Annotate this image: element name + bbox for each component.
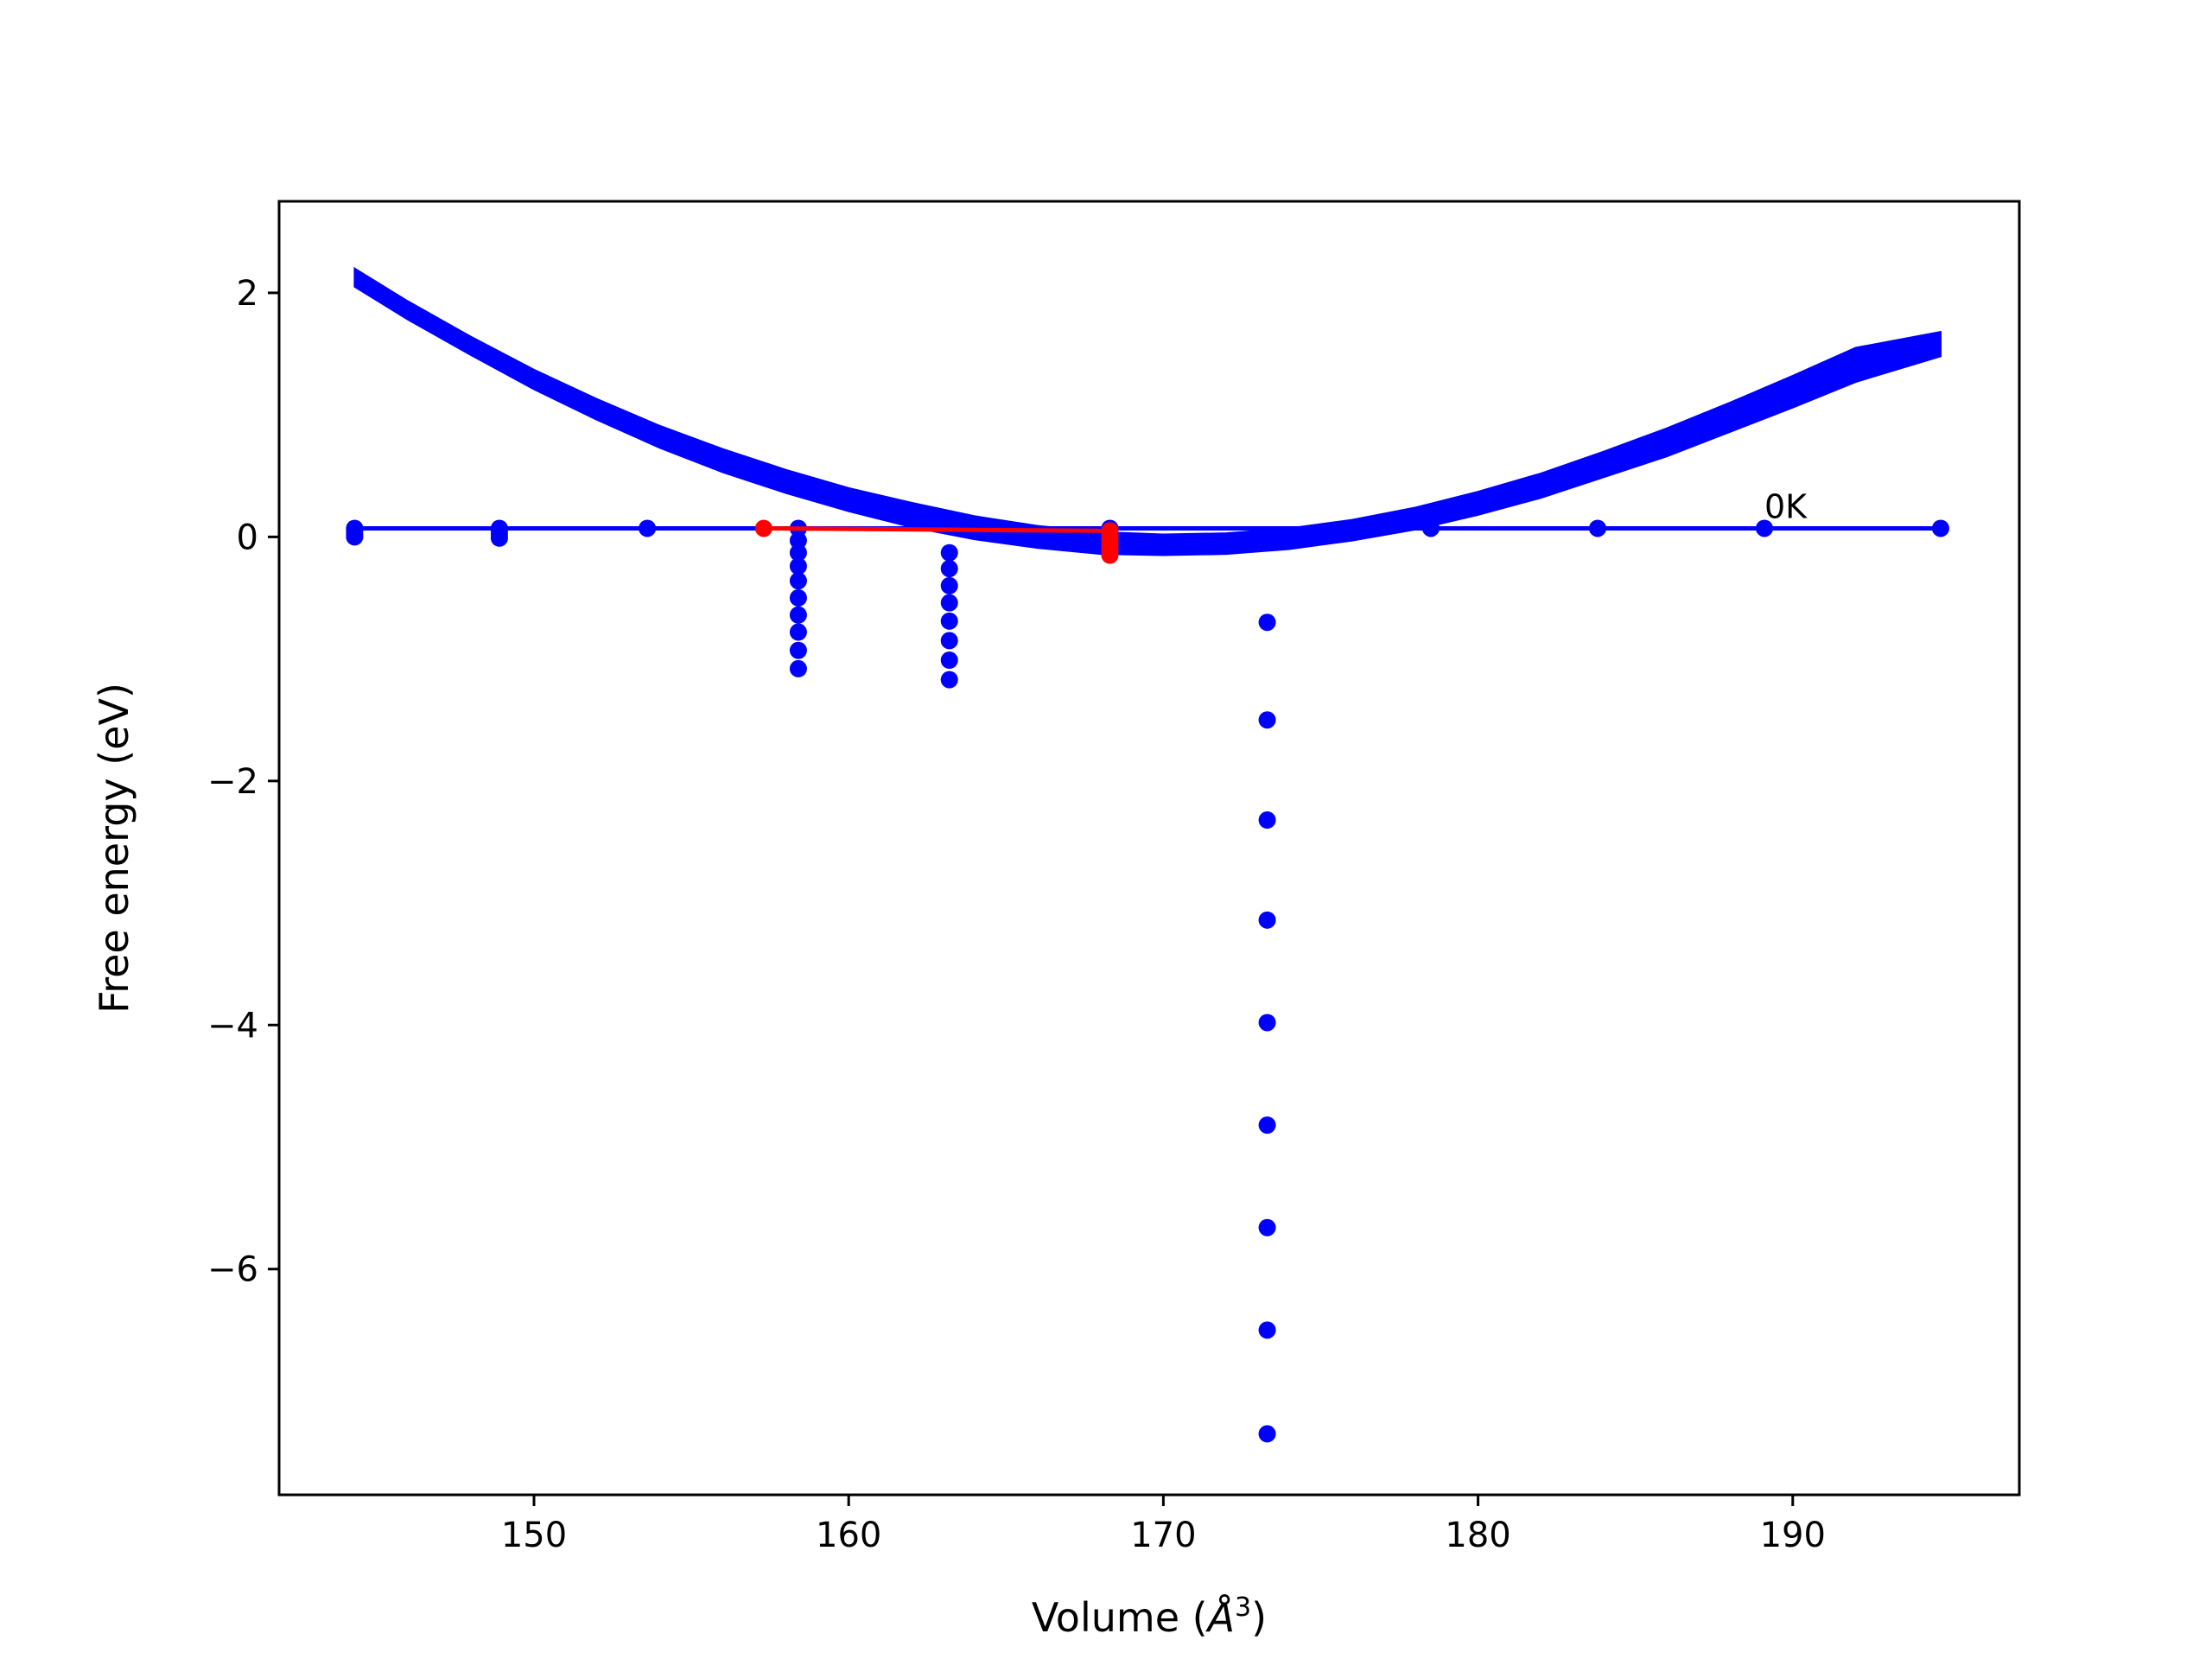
blue-data-point <box>1258 1116 1276 1135</box>
y-tick-label: 0 <box>237 518 258 557</box>
y-tick-label: −2 <box>207 762 258 802</box>
blue-data-point <box>1258 911 1276 929</box>
temperature-annotation: 0K <box>1764 487 1808 525</box>
y-tick-label: −4 <box>207 1006 258 1046</box>
blue-data-point <box>940 652 958 670</box>
y-axis-label: Free energy (eV) <box>91 683 137 1014</box>
blue-data-point <box>789 641 807 659</box>
blue-data-point <box>346 528 364 546</box>
blue-data-point <box>789 606 807 624</box>
x-tick-label: 180 <box>1445 1516 1510 1555</box>
x-axis-label: Volume (Å3) <box>1032 1592 1267 1641</box>
blue-data-point <box>789 572 807 590</box>
blue-data-point <box>940 543 958 562</box>
axes-frame <box>277 200 2021 1497</box>
blue-data-point <box>940 594 958 612</box>
blue-data-point <box>490 529 508 547</box>
plot-area <box>346 266 1949 1443</box>
blue-data-point <box>789 531 807 550</box>
y-tick-label: 2 <box>237 274 258 314</box>
blue-data-point <box>1258 811 1276 830</box>
blue-data-point <box>1258 1321 1276 1339</box>
blue-data-point <box>940 560 958 578</box>
blue-data-point <box>789 659 807 677</box>
red-data-point <box>1101 546 1119 564</box>
blue-data-point <box>940 632 958 650</box>
blue-data-point <box>1258 1014 1276 1032</box>
blue-data-point <box>1258 1425 1276 1443</box>
blue-data-point <box>940 576 958 594</box>
blue-data-point <box>1756 519 1774 537</box>
red-data-point <box>754 519 772 537</box>
blue-data-point <box>1258 613 1276 632</box>
blue-data-point <box>1258 1218 1276 1236</box>
blue-data-point <box>1258 711 1276 729</box>
x-tick-label: 150 <box>501 1516 567 1555</box>
blue-data-point <box>1931 519 1949 537</box>
free-energy-curve-band <box>353 266 1942 556</box>
blue-data-point <box>639 519 657 537</box>
blue-data-point <box>789 623 807 641</box>
x-tick-label: 190 <box>1760 1516 1826 1555</box>
blue-data-point <box>789 588 807 607</box>
x-tick-label: 170 <box>1130 1516 1196 1555</box>
red-connector-line <box>763 525 1110 533</box>
blue-data-point <box>940 671 958 689</box>
y-tick-label: −6 <box>207 1250 258 1290</box>
x-tick-label: 160 <box>816 1516 881 1555</box>
blue-data-point <box>1588 519 1606 537</box>
blue-data-point <box>940 612 958 630</box>
blue-data-point <box>789 557 807 575</box>
blue-data-point <box>1421 519 1440 537</box>
blue-data-point <box>789 543 807 562</box>
axis-ticks: 150 160 170 180 190 2 0 −2 −4 −6 <box>207 274 1826 1555</box>
